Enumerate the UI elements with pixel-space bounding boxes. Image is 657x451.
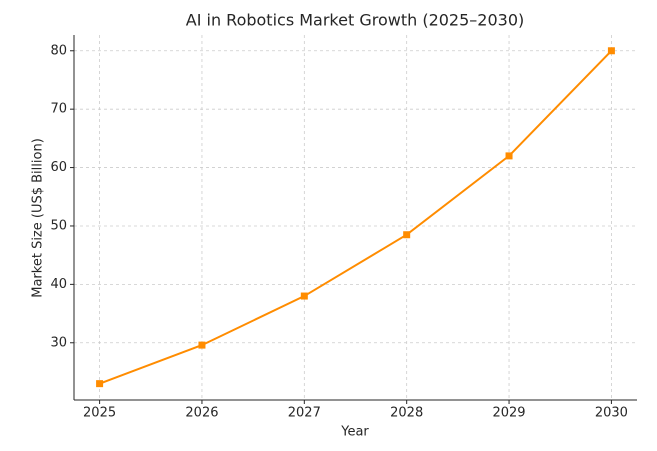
x-tick-label: 2027 bbox=[288, 406, 321, 421]
x-tick-label: 2026 bbox=[185, 406, 218, 421]
point-marker bbox=[198, 341, 206, 349]
x-tick-label: 2029 bbox=[492, 406, 525, 421]
y-tick-label: 80 bbox=[50, 43, 67, 58]
y-tick-label: 30 bbox=[50, 335, 67, 350]
point-marker bbox=[403, 231, 411, 239]
y-tick-label: 50 bbox=[50, 218, 67, 233]
y-tick-label: 70 bbox=[50, 102, 67, 117]
y-tick-label: 40 bbox=[50, 277, 67, 292]
x-tick-label: 2025 bbox=[83, 406, 116, 421]
point-marker bbox=[607, 47, 615, 55]
point-marker bbox=[300, 292, 308, 300]
chart-title: AI in Robotics Market Growth (2025–2030) bbox=[186, 11, 525, 30]
x-tick-label: 2030 bbox=[595, 406, 628, 421]
y-tick-label: 60 bbox=[50, 160, 67, 175]
point-marker bbox=[96, 380, 104, 388]
series-line bbox=[99, 50, 613, 385]
point-marker bbox=[505, 152, 513, 160]
x-axis-label: Year bbox=[340, 425, 369, 440]
y-axis-label: Market Size (US$ Billion) bbox=[31, 138, 46, 298]
x-tick-label: 2028 bbox=[390, 406, 423, 421]
